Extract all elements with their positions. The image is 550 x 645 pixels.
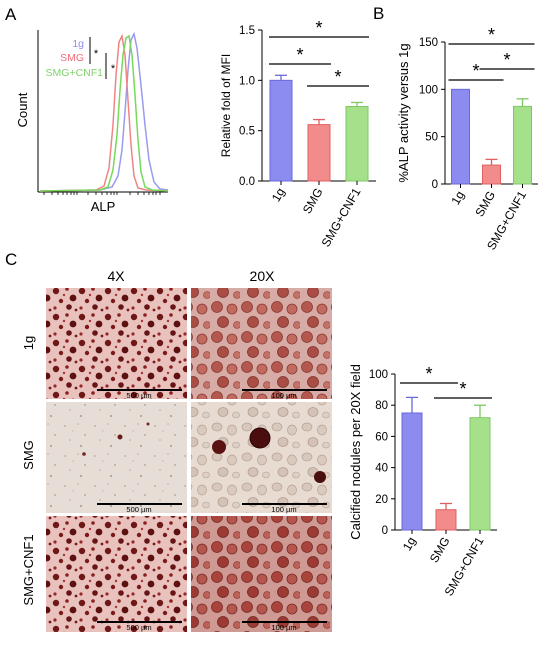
flow-x-ticks	[43, 192, 161, 195]
nodules-x-label-1: SMG	[427, 535, 453, 566]
row-label-smg-cnf1: SMG+CNF1	[21, 534, 36, 605]
alp-sig-star-0: *	[472, 61, 479, 81]
alp-bar-0	[451, 88, 470, 185]
micrograph-smg-4x	[46, 402, 187, 513]
mfi-sig-star-1: *	[334, 67, 341, 87]
nodules-x-label-0: 1g	[400, 535, 419, 554]
histogram-smg-cnf1	[39, 34, 169, 192]
flow-y-label: Count	[15, 92, 30, 127]
mfi-x-label-2: SMG+CNF1	[319, 185, 364, 249]
nodules-y-tick-label-1: 20	[375, 494, 388, 506]
nodules-y-tick-label-4: 80	[375, 400, 388, 412]
microscopy-grid: 4X 20X 1g SMG SMG+CNF1 500 µm 100 µm 500…	[21, 268, 332, 632]
alp-sig-star-1: *	[503, 50, 510, 70]
panel-label-b: B	[373, 4, 384, 23]
nodules-y-tick-label-5: 100	[369, 369, 388, 381]
nodule-smg-5	[82, 452, 86, 456]
mfi-y-label: Relative fold of MFI	[219, 54, 233, 157]
scale-bar-smg-cnf1-4x: 500 µm	[126, 623, 151, 632]
nodules-y-tick-label-3: 60	[375, 431, 388, 443]
flow-legend-1g: 1g	[72, 38, 84, 50]
nodule-smg-2	[212, 440, 226, 454]
flow-sig-star-2: *	[111, 63, 116, 75]
scale-bar-1g-20x: 100 µm	[271, 391, 296, 400]
mfi-y-tick-label-3: 1.5	[239, 25, 255, 37]
col-label-20x: 20X	[250, 268, 276, 284]
mfi-sig-star-2: *	[315, 18, 322, 38]
panel-label-c: C	[5, 250, 17, 269]
nodules-bar-chart: 0 20 40 60 80 100 Calcified nodules per 20X fi…	[348, 364, 497, 598]
histogram-1g	[39, 31, 169, 192]
alp-y-tick-label-1: 50	[425, 132, 438, 144]
mfi-bar-2	[345, 106, 369, 182]
nodules-y-label: Calcified nodules per 20X field	[348, 364, 363, 540]
alp-x-label-1: SMG	[472, 189, 498, 220]
micrograph-1g-20x	[191, 288, 332, 399]
flow-sig-star-1: *	[94, 48, 99, 60]
alp-y-tick-label-0: 0	[432, 179, 438, 191]
mfi-y-tick-label-1: 0.5	[239, 126, 255, 138]
nodule-smg-1	[249, 427, 271, 449]
nodules-y-tick-label-0: 0	[382, 525, 388, 537]
mfi-bar-chart: 0.0 0.5 1.0 1.5 Relative fold of MFI 1g SMGSMG…	[219, 18, 376, 249]
alp-x-label-0: 1g	[448, 189, 467, 208]
flow-legend-smg-cnf1: SMG+CNF1	[46, 67, 104, 79]
alp-sig-star-2: *	[488, 25, 495, 45]
micrograph-smg-cnf1-4x	[46, 516, 187, 632]
mfi-bar-1	[307, 124, 331, 182]
nodules-bar-1	[435, 509, 457, 531]
mfi-y-tick-label-0: 0.0	[239, 176, 255, 188]
mfi-x-label-1: SMG	[300, 186, 326, 217]
flow-histogram: Count ALP 1g SMG SMG+CNF1 * *	[15, 30, 169, 214]
histogram-smg	[39, 33, 169, 192]
nodule-smg-6	[146, 422, 150, 426]
scale-bar-1g-4x: 500 µm	[126, 391, 151, 400]
nodules-y-tick-label-2: 40	[375, 463, 388, 475]
mfi-bar-0	[269, 79, 293, 182]
flow-legend-smg: SMG	[60, 52, 84, 64]
nodules-bar-0	[401, 412, 423, 531]
row-label-1g: 1g	[21, 336, 36, 350]
flow-x-label: ALP	[91, 199, 116, 214]
nodules-sig-star-1: *	[459, 379, 466, 399]
col-label-4x: 4X	[107, 268, 125, 284]
row-label-smg: SMG	[21, 440, 36, 470]
micrograph-smg-20x	[191, 402, 332, 513]
scale-bar-smg-cnf1-20x: 100 µm	[271, 623, 296, 632]
alp-y-label: %ALP activity versus 1g	[396, 43, 411, 182]
nodules-bar-2	[469, 417, 491, 531]
mfi-sig-star-0: *	[296, 45, 303, 65]
alp-y-tick-label-2: 100	[419, 84, 438, 96]
scale-bar-smg-4x: 500 µm	[126, 505, 151, 514]
nodule-smg-4	[117, 434, 123, 440]
micrograph-1g-4x	[46, 288, 187, 399]
nodules-sig-star-0: *	[425, 364, 432, 384]
alp-bar-1	[482, 164, 501, 185]
alp-bar-2	[513, 105, 532, 185]
mfi-y-tick-label-2: 1.0	[239, 75, 255, 87]
mfi-x-label-0: 1g	[269, 186, 288, 205]
alp-y-tick-label-3: 150	[419, 37, 438, 49]
scale-bar-smg-20x: 100 µm	[271, 505, 296, 514]
panel-label-a: A	[5, 5, 17, 24]
micrograph-smg-cnf1-20x	[191, 516, 332, 632]
nodule-smg-3	[314, 471, 326, 483]
